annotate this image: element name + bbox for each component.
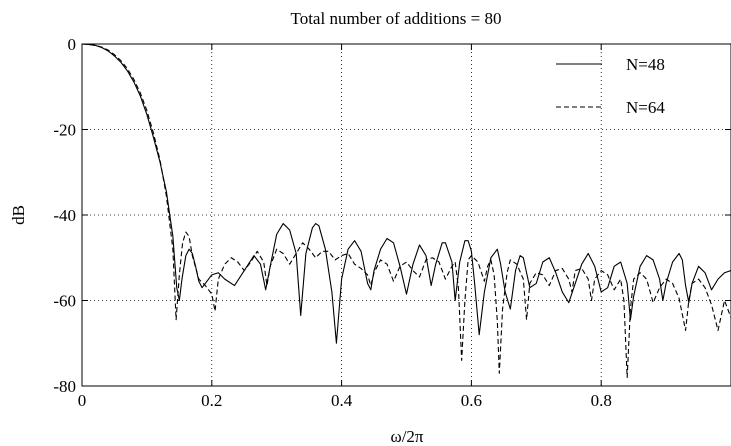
x-tick-label: 0.2 (201, 391, 222, 410)
y-axis-title: dB (9, 205, 28, 225)
legend: N=48 N=64 (556, 55, 665, 117)
x-tick-label: 0 (78, 391, 87, 410)
series-lines (81, 43, 731, 378)
grid-lines (82, 44, 731, 386)
y-tick-label: -60 (53, 292, 76, 311)
axis-ticks: 0 0.2 0.4 0.6 0.8 0 -20 -40 -60 -80 (53, 35, 731, 410)
y-tick-label: -40 (53, 206, 76, 225)
y-tick-label: -80 (53, 377, 76, 396)
chart-title: Total number of additions = 80 (291, 9, 502, 28)
series-line-n-64 (81, 43, 731, 378)
series-line-n-48 (81, 43, 731, 344)
legend-label: N=64 (626, 98, 665, 117)
y-tick-label: -20 (53, 121, 76, 140)
x-axis-title: ω/2π (391, 427, 424, 446)
x-tick-label: 0.6 (461, 391, 482, 410)
legend-label: N=48 (626, 55, 665, 74)
x-tick-label: 0.4 (331, 391, 353, 410)
y-tick-label: 0 (68, 35, 77, 54)
x-tick-label: 0.8 (591, 391, 612, 410)
